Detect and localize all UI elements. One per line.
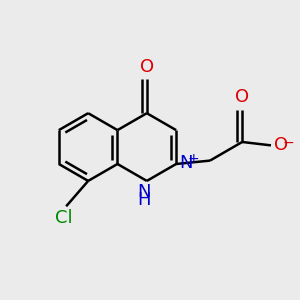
Text: O: O [235, 88, 249, 106]
Text: O: O [274, 136, 289, 154]
Text: N: N [179, 154, 193, 172]
Text: N: N [138, 183, 151, 201]
Text: +: + [188, 152, 200, 166]
Text: H: H [138, 190, 151, 208]
Text: O: O [140, 58, 154, 76]
Text: Cl: Cl [55, 209, 73, 227]
Text: −: − [283, 135, 294, 149]
